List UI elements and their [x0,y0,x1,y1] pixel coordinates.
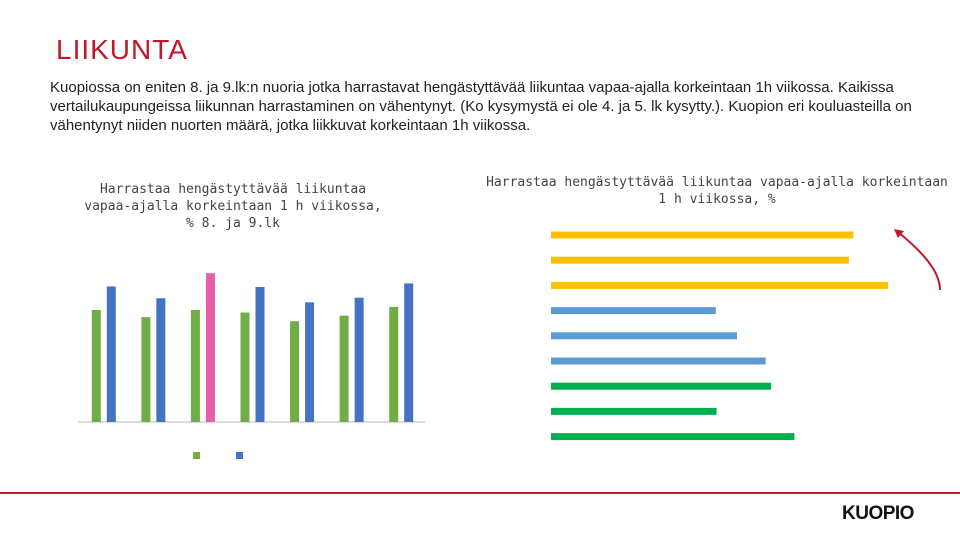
annotation-arrow-head [894,229,904,238]
left-bar [255,286,265,422]
right-bar [551,433,795,441]
left-bar [389,306,399,422]
right-bar [551,231,854,239]
left-bar [106,286,116,422]
left-bar [305,302,315,422]
right-bar [551,307,716,315]
left-bar [290,321,300,422]
left-bar [91,309,101,422]
footer-divider [0,492,960,494]
annotation-arrow [897,231,941,291]
left-bar [404,283,414,422]
right-chart-title: Harrastaa hengästyttävää liikuntaa vapaa… [486,175,948,207]
right-bar [551,281,889,289]
intro-text: Kuopiossa on eniten 8. ja 9.lk:n nuoria … [50,79,912,134]
left-bar [205,273,215,422]
left-bar [141,317,151,422]
right-bar [551,256,849,264]
left-bar [240,312,250,422]
left-bar [156,298,166,422]
left-bar [354,297,364,422]
legend-swatch [193,452,200,459]
legend-swatch [236,452,243,459]
right-bar [551,407,717,415]
page-title: LIIKUNTA [56,34,188,65]
left-bar [339,315,349,422]
right-bar [551,357,766,365]
right-bar [551,382,771,390]
left-chart-title: Harrastaa hengästyttävää liikuntaa vapaa-… [84,182,381,231]
left-bar [190,309,200,422]
right-bar [551,332,737,340]
kuopio-logo: KUOPIO [842,503,914,524]
